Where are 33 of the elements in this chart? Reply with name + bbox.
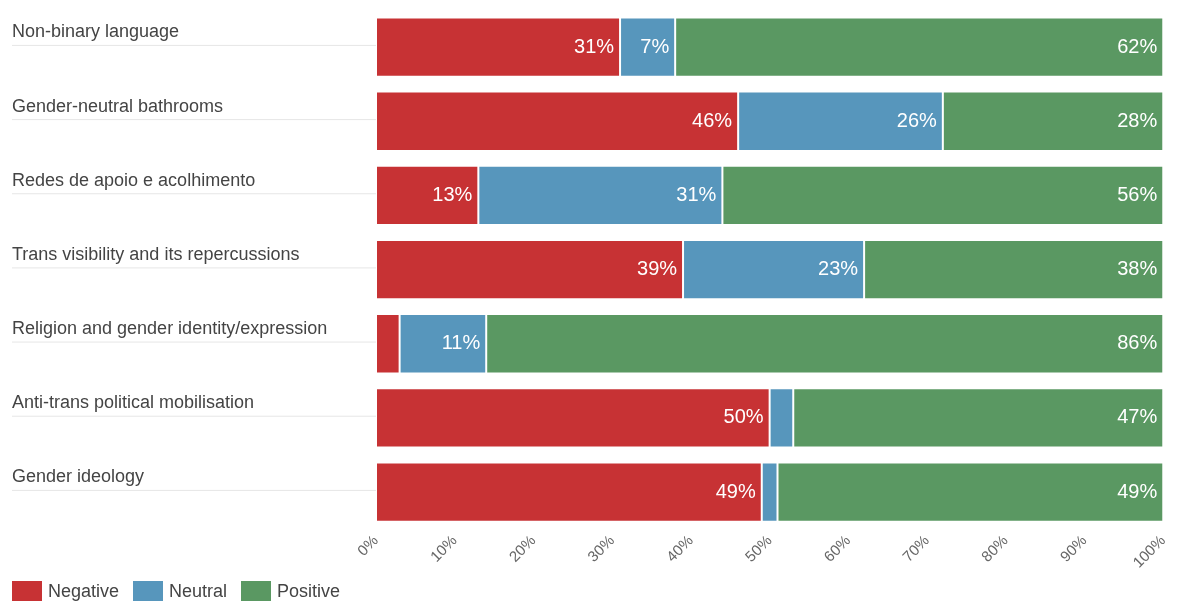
data-label: 7% bbox=[640, 34, 670, 57]
data-label: 47% bbox=[1117, 405, 1158, 428]
y-tick-label: Anti-trans political mobilisation bbox=[12, 392, 255, 413]
x-tick-label: 40% bbox=[662, 531, 696, 565]
data-label: 26% bbox=[896, 108, 938, 131]
data-label: 38% bbox=[1117, 257, 1158, 280]
y-tick-label: Gender ideology bbox=[12, 466, 145, 487]
data-label: 39% bbox=[637, 257, 678, 280]
y-tick-label: Religion and gender identity/expression bbox=[12, 318, 328, 339]
y-tick-label: Gender-neutral bathrooms bbox=[12, 95, 224, 116]
x-tick-label: 0% bbox=[353, 531, 382, 559]
data-label: 56% bbox=[1117, 182, 1158, 205]
data-label: 13% bbox=[432, 182, 473, 205]
data-label: 23% bbox=[818, 257, 859, 280]
data-label: 46% bbox=[692, 108, 733, 131]
legend-label: Positive bbox=[277, 580, 341, 602]
y-tick-label: Non-binary language bbox=[12, 21, 180, 42]
data-label: 31% bbox=[574, 34, 615, 57]
x-tick-label: 90% bbox=[1056, 531, 1090, 565]
data-label: 62% bbox=[1117, 34, 1158, 57]
y-tick-label: Trans visibility and its repercussions bbox=[12, 243, 300, 264]
x-tick-label: 60% bbox=[820, 531, 854, 565]
data-label: 28% bbox=[1117, 108, 1158, 131]
x-tick-label: 70% bbox=[898, 531, 933, 565]
legend-label: Negative bbox=[48, 580, 120, 602]
legend-label: Neutral bbox=[169, 580, 228, 602]
data-label: 49% bbox=[1117, 479, 1158, 502]
y-tick-label: Redes de apoio e acolhimento bbox=[12, 169, 256, 190]
data-label: 49% bbox=[715, 479, 756, 502]
data-label: 50% bbox=[723, 405, 764, 428]
data-label: 86% bbox=[1117, 331, 1158, 354]
data-label: 31% bbox=[676, 182, 717, 205]
data-label: 11% bbox=[441, 331, 481, 354]
